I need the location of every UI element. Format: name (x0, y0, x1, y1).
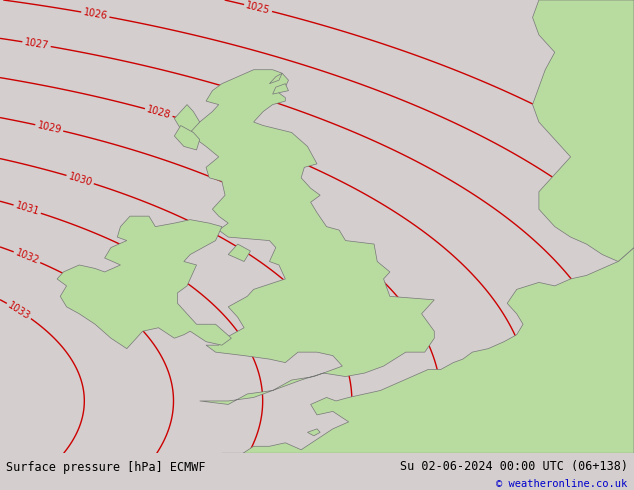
Text: 1029: 1029 (36, 120, 62, 135)
Text: 1032: 1032 (14, 248, 41, 267)
Polygon shape (57, 216, 231, 349)
Polygon shape (273, 84, 288, 94)
Text: 1028: 1028 (146, 104, 172, 121)
Text: 1033: 1033 (6, 300, 32, 321)
Polygon shape (190, 70, 434, 404)
Text: Su 02-06-2024 00:00 UTC (06+138): Su 02-06-2024 00:00 UTC (06+138) (399, 460, 628, 473)
Text: Surface pressure [hPa] ECMWF: Surface pressure [hPa] ECMWF (6, 462, 206, 474)
Polygon shape (174, 125, 200, 150)
Polygon shape (269, 73, 282, 84)
Text: 1031: 1031 (14, 201, 41, 218)
Text: 1030: 1030 (67, 171, 93, 188)
Polygon shape (533, 0, 634, 262)
Polygon shape (222, 247, 634, 457)
Text: 1026: 1026 (82, 7, 108, 22)
Text: 1025: 1025 (245, 0, 271, 16)
Polygon shape (307, 429, 320, 436)
Text: © weatheronline.co.uk: © weatheronline.co.uk (496, 480, 628, 490)
Polygon shape (174, 104, 200, 132)
Text: 1027: 1027 (23, 37, 49, 51)
Polygon shape (228, 244, 250, 262)
